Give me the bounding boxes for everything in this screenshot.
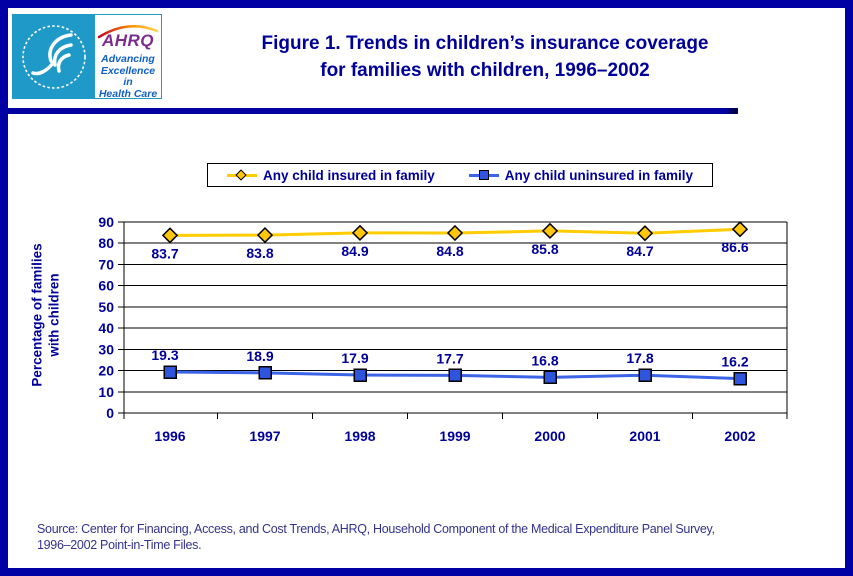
svg-text:84.8: 84.8 [436,243,463,259]
svg-text:83.8: 83.8 [246,245,273,261]
svg-text:0: 0 [106,405,114,421]
svg-text:20: 20 [98,363,114,379]
svg-text:17.8: 17.8 [626,350,653,366]
ahrq-logo: AHRQ Advancing Excellence in Health Care [95,15,161,100]
legend-label-uninsured: Any child uninsured in family [504,167,694,183]
svg-text:50: 50 [98,299,114,315]
source-line2: 1996–2002 Point-in-Time Files. [37,538,202,552]
svg-text:83.7: 83.7 [151,245,178,261]
source-line1: Source: Center for Financing, Access, an… [37,522,715,536]
tagline-line1: Advancing [101,53,155,65]
svg-text:10: 10 [98,384,114,400]
ahrq-wordmark: AHRQ [101,31,155,50]
svg-text:16.8: 16.8 [531,352,558,368]
svg-text:2002: 2002 [724,428,755,444]
svg-text:2000: 2000 [534,428,565,444]
svg-text:60: 60 [98,278,114,294]
svg-text:19.3: 19.3 [151,347,178,363]
svg-text:1996: 1996 [154,428,185,444]
y-axis-title-line2: with children [46,273,62,357]
ahrq-swoosh-icon [97,24,159,39]
svg-text:84.7: 84.7 [626,243,653,259]
legend-item-insured: Any child insured in family [226,167,435,183]
svg-text:80: 80 [98,235,114,251]
svg-text:2001: 2001 [629,428,660,444]
page-title-line1: Figure 1. Trends in children’s insurance… [261,33,709,54]
divider-shadow-tip [729,108,738,114]
header-divider [8,108,738,114]
svg-text:84.9: 84.9 [341,243,368,259]
page-title-line2: for families with children, 1996–2002 [320,60,650,81]
svg-text:17.7: 17.7 [436,350,463,366]
svg-text:86.6: 86.6 [721,239,748,255]
diamond-marker-icon [226,168,257,182]
y-axis-title: Percentage of families with children [29,220,63,411]
svg-text:1998: 1998 [344,428,375,444]
svg-text:40: 40 [98,320,114,336]
chart-svg: 0 10 20 30 40 50 60 70 80 90 1996 1997 1998 1999 2000 2… [98,214,788,444]
svg-text:85.8: 85.8 [531,241,558,257]
svg-text:1997: 1997 [249,428,280,444]
svg-text:30: 30 [98,341,114,357]
svg-text:16.2: 16.2 [721,354,748,370]
svg-text:90: 90 [98,214,114,230]
tagline-line2: Excellence in [100,64,156,88]
source-note: Source: Center for Financing, Access, an… [37,521,827,553]
divider-bar [8,108,729,114]
square-marker-icon [468,169,499,182]
ahrq-tagline: Advancing Excellence in Health Care [95,53,161,100]
legend-label-insured: Any child insured in family [262,167,435,183]
svg-text:17.9: 17.9 [341,350,368,366]
y-axis-title-line1: Percentage of families [29,243,45,387]
svg-text:1999: 1999 [439,428,470,444]
svg-text:70: 70 [98,256,114,272]
svg-text:18.9: 18.9 [246,348,273,364]
page-title: Figure 1. Trends in children’s insurance… [170,30,800,84]
hhs-seal-icon [13,15,95,98]
agency-logo: AHRQ Advancing Excellence in Health Care [12,14,162,99]
legend-item-uninsured: Any child uninsured in family [468,167,694,183]
chart-legend: Any child insured in family Any child un… [207,163,713,187]
line-chart-plot: 0 10 20 30 40 50 60 70 80 90 1996 1997 1998 1999 2000 2… [98,214,788,444]
tagline-line3: Health Care [98,87,158,100]
